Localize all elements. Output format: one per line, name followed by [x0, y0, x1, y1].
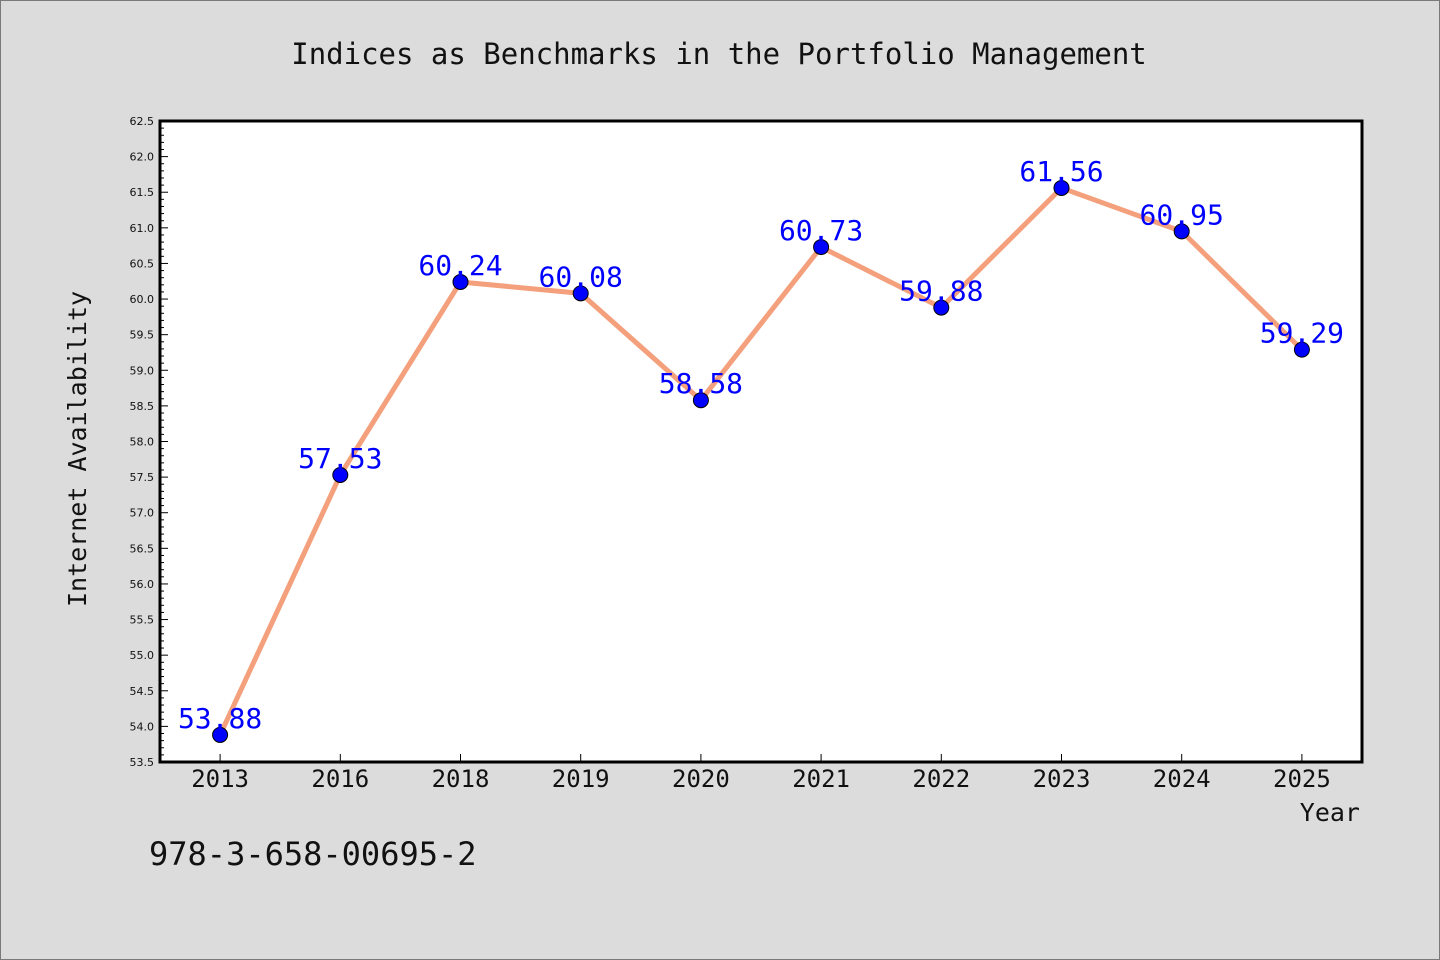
x-tick-label: 2013 [191, 765, 249, 793]
y-axis-label: Internet Availability [63, 291, 92, 607]
x-tick-label: 2024 [1153, 765, 1211, 793]
data-point [452, 273, 469, 290]
y-tick-label: 59.0 [130, 364, 155, 377]
data-point [332, 466, 349, 483]
y-tick-label: 61.0 [130, 222, 155, 235]
data-label: 60.95 [1140, 198, 1224, 231]
y-axis: 53.5 54.0 54.5 55.0 55.5 56.0 56.5 57.0 57.5 58.0… [130, 115, 168, 769]
data-point [1173, 223, 1190, 240]
y-tick-label: 54.0 [130, 720, 155, 733]
data-label: 60.24 [418, 249, 502, 282]
y-tick-label: 57.5 [130, 471, 155, 484]
data-labels: 53.88 57.53 60.24 60.08 58.58 60.73 59.88 61.56… [178, 155, 1344, 735]
series-line [217, 185, 1305, 738]
y-tick-label: 55.0 [130, 649, 155, 662]
x-tick-label: 2019 [552, 765, 610, 793]
data-label: 53.88 [178, 702, 262, 735]
data-label: 60.08 [539, 260, 623, 293]
y-tick-label: 53.5 [130, 756, 155, 769]
y-tick-label: 60.5 [130, 257, 155, 270]
y-tick-label: 58.5 [130, 400, 155, 413]
data-point [1053, 179, 1070, 196]
data-label: 57.53 [298, 442, 382, 475]
x-axis-label: Year [1300, 798, 1360, 827]
y-tick-label: 58.0 [130, 436, 155, 449]
data-point [692, 392, 709, 409]
y-tick-label: 62.5 [130, 115, 155, 128]
x-tick-label: 2025 [1273, 765, 1331, 793]
y-tick-label: 62.0 [130, 151, 155, 164]
x-tick-label: 2021 [792, 765, 850, 793]
series-layer [212, 179, 1310, 743]
data-point [813, 239, 830, 256]
y-tick-label: 61.5 [130, 186, 155, 199]
data-point [572, 285, 589, 302]
data-point [1293, 341, 1310, 358]
data-label: 59.29 [1260, 317, 1344, 350]
x-tick-label: 2020 [672, 765, 730, 793]
x-tick-label: 2018 [432, 765, 490, 793]
data-point [933, 299, 950, 316]
isbn-footnote: 978-3-658-00695-2 [149, 835, 477, 873]
y-tick-label: 60.0 [130, 293, 155, 306]
y-tick-label: 56.0 [130, 578, 155, 591]
data-point [212, 726, 229, 743]
y-tick-label: 55.5 [130, 614, 155, 627]
chart-title: Indices as Benchmarks in the Portfolio M… [291, 37, 1147, 71]
y-tick-label: 56.5 [130, 542, 155, 555]
y-tick-label: 57.0 [130, 507, 155, 520]
y-tick-label: 59.5 [130, 329, 155, 342]
data-label: 58.58 [659, 367, 743, 400]
x-tick-label: 2022 [912, 765, 970, 793]
x-tick-label: 2016 [311, 765, 369, 793]
y-tick-label: 54.5 [130, 685, 155, 698]
data-label: 59.88 [899, 275, 983, 308]
x-tick-label: 2023 [1033, 765, 1091, 793]
x-axis: 2013 2016 2018 2019 2020 2021 2022 2023 2024 2025 [191, 754, 1331, 793]
data-label: 61.56 [1019, 155, 1103, 188]
data-label: 60.73 [779, 214, 863, 247]
